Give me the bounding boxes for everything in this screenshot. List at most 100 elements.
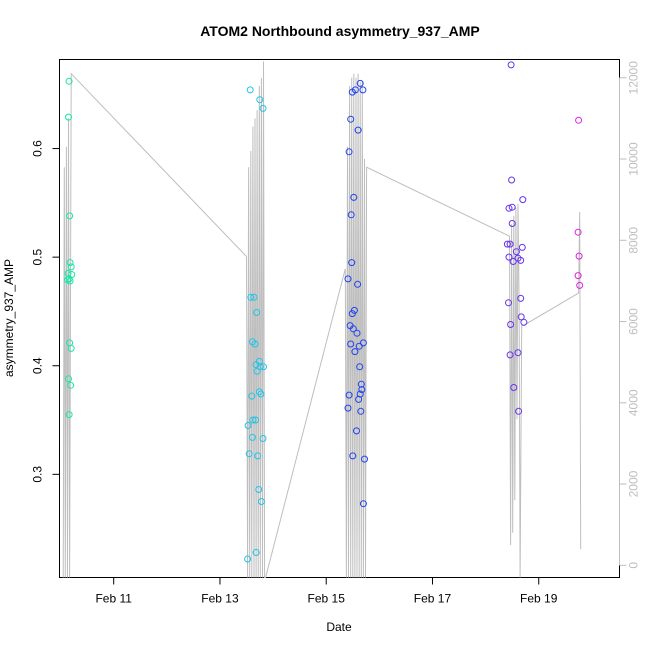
y2-tick-label: 0 (627, 562, 641, 569)
y2-tick-label: 12000 (627, 61, 641, 95)
data-point (353, 427, 360, 435)
data-point (353, 329, 361, 337)
data-point (509, 258, 517, 265)
data-point (349, 452, 357, 460)
data-point (350, 193, 358, 201)
y-axis-label: asymmetry_937_AMP (2, 259, 16, 377)
data-point (66, 259, 74, 267)
data-point (250, 293, 258, 301)
data-point (255, 388, 263, 396)
x-tick-label: Feb 15 (308, 592, 346, 606)
data-point (518, 243, 526, 251)
data-point (247, 293, 255, 301)
data-point (575, 116, 583, 124)
data-point (65, 77, 73, 85)
data-point (66, 277, 74, 285)
data-point (505, 253, 513, 261)
data-point (67, 344, 75, 352)
data-points-layer (64, 61, 584, 563)
x-tick-label: Feb 19 (520, 592, 558, 606)
left-y-axis: 0.3 0.4 0.5 0.6 (31, 140, 60, 483)
data-point (355, 342, 363, 350)
data-point (510, 384, 518, 391)
x-axis-label: Date (326, 620, 352, 634)
data-point (65, 375, 72, 383)
data-point (508, 220, 516, 227)
data-point (512, 248, 520, 256)
data-point (361, 455, 368, 463)
data-point (253, 367, 261, 375)
data-point (508, 176, 516, 184)
data-point (344, 275, 352, 283)
data-point (246, 86, 254, 94)
data-point (348, 310, 356, 318)
data-point (260, 363, 267, 371)
data-point (256, 96, 264, 104)
data-point (503, 240, 511, 248)
data-point (575, 252, 583, 260)
y2-tick-label: 2000 (627, 470, 641, 497)
data-point (248, 392, 256, 400)
data-point (245, 450, 253, 458)
data-point (354, 280, 362, 288)
series-2 (344, 79, 368, 508)
data-point (508, 203, 516, 211)
data-point (574, 228, 582, 236)
y-tick-label: 0.3 (31, 466, 45, 483)
data-point (249, 416, 257, 424)
data-point (506, 351, 514, 359)
data-point (354, 126, 362, 134)
right-axis-series-line (62, 61, 582, 578)
data-point (355, 395, 363, 403)
data-point (517, 313, 525, 321)
data-point (344, 404, 352, 412)
data-point (576, 281, 584, 289)
data-point (505, 204, 513, 212)
data-point (349, 325, 357, 333)
data-point (257, 498, 265, 505)
data-point (66, 212, 74, 220)
data-point (347, 211, 355, 219)
data-point (351, 348, 359, 356)
y-tick-label: 0.4 (31, 357, 45, 374)
y-tick-label: 0.6 (31, 140, 45, 157)
data-point (506, 240, 514, 248)
x-tick-label: Feb 13 (201, 592, 239, 606)
data-point (345, 148, 353, 156)
data-point (356, 79, 364, 87)
data-point (507, 321, 515, 328)
data-point (255, 486, 263, 493)
right-axis-series-line-layer (62, 61, 582, 578)
data-point (65, 113, 72, 121)
data-point (357, 380, 365, 388)
data-point (252, 361, 260, 369)
data-point (254, 452, 262, 460)
data-point (244, 422, 252, 429)
y2-tick-label: 4000 (627, 389, 641, 416)
data-point (514, 349, 522, 357)
series-3 (503, 61, 528, 415)
data-point (519, 196, 527, 204)
chart-title: ATOM2 Northbound asymmetry_937_AMP (200, 23, 480, 39)
series-4 (574, 116, 584, 289)
data-point (257, 390, 265, 398)
series-1 (244, 86, 267, 563)
data-point (253, 309, 261, 316)
data-point (505, 299, 512, 307)
data-point (358, 386, 366, 394)
data-point (65, 411, 73, 419)
y2-tick-label: 8000 (627, 227, 641, 254)
data-point (252, 549, 260, 556)
data-point (248, 433, 256, 441)
data-point (356, 363, 364, 371)
data-point (359, 86, 367, 94)
data-point (347, 340, 355, 348)
data-point (517, 256, 525, 264)
x-tick-label: Feb 11 (95, 592, 132, 606)
data-point (347, 115, 355, 123)
data-point (359, 500, 367, 508)
series-0 (64, 77, 76, 419)
data-point (259, 435, 267, 442)
data-point (348, 259, 356, 267)
